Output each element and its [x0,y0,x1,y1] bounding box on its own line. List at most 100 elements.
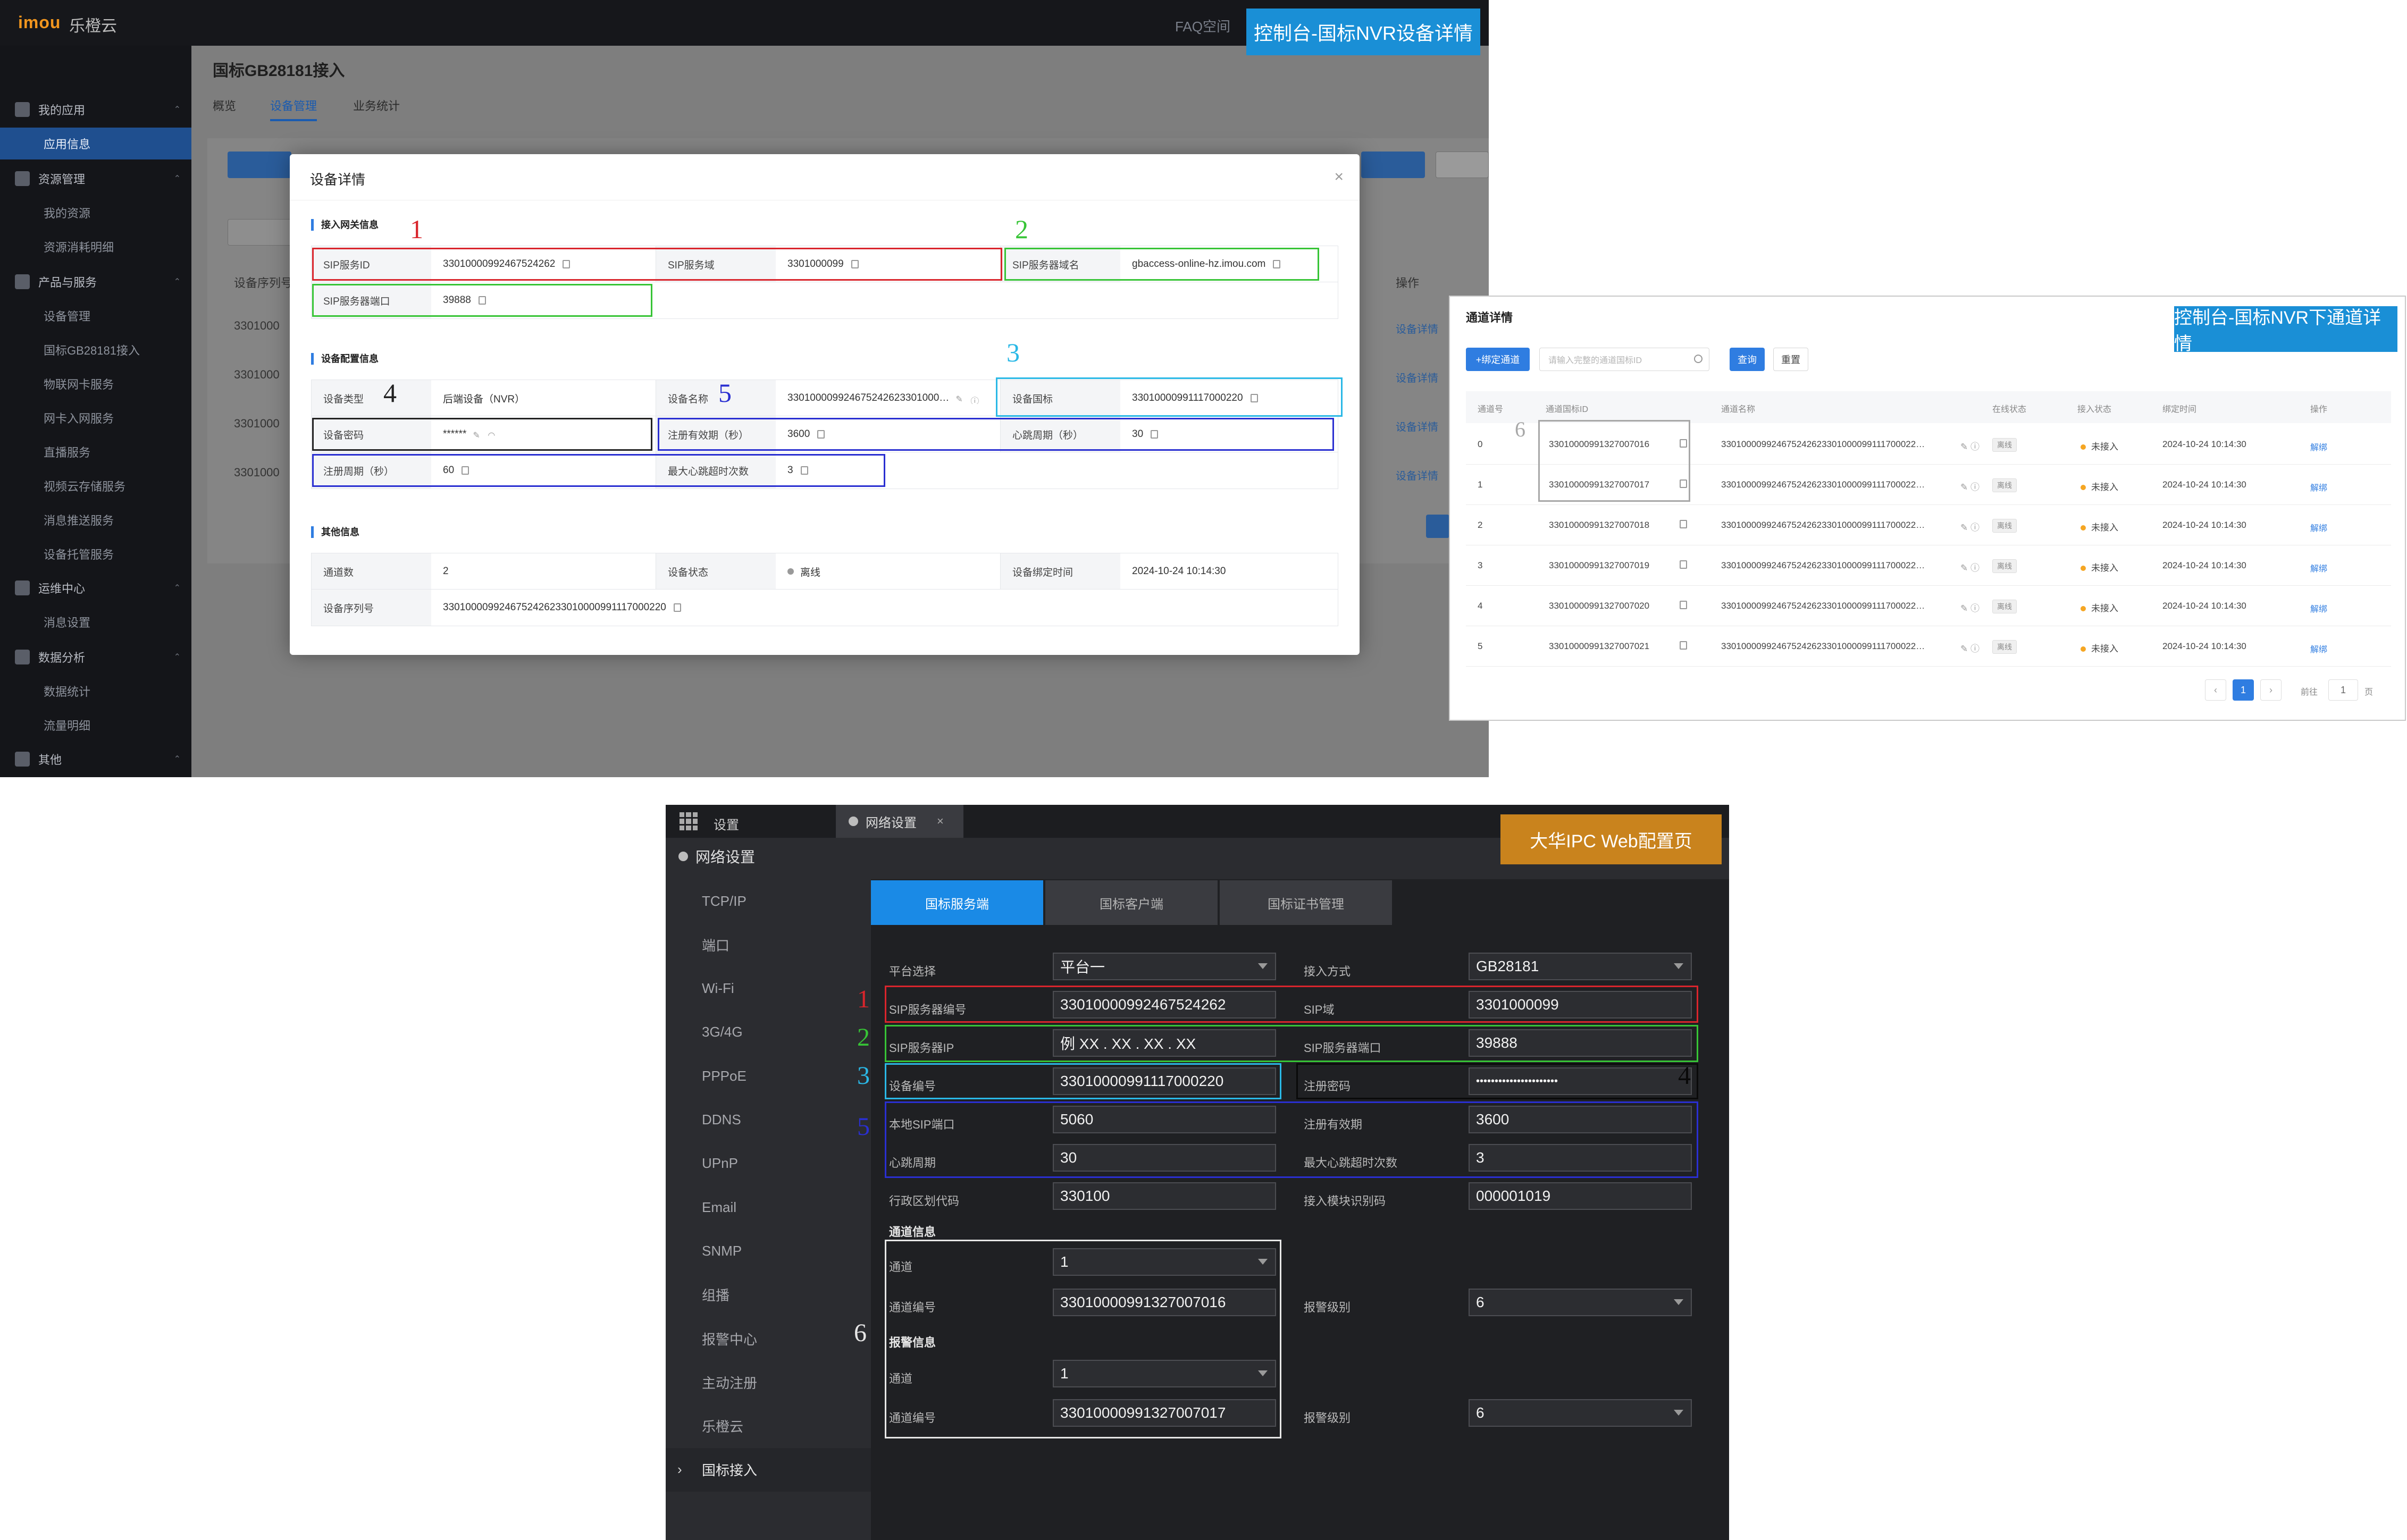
sidebar-group[interactable]: 运维中心 ⌃ [0,572,191,604]
nav-item[interactable]: 3G/4G [666,1011,871,1054]
access-mode-select[interactable]: GB28181 [1469,953,1692,980]
sidebar-item[interactable]: 数据统计 [0,675,191,707]
tab-gb-client[interactable]: 国标客户端 [1045,880,1219,925]
copy-icon[interactable] [1680,520,1687,528]
nav-item[interactable]: Wi-Fi [666,967,871,1011]
nav-item[interactable]: PPPoE [666,1054,871,1098]
device-detail-link[interactable]: 设备详情 [1396,324,1438,335]
copy-icon[interactable] [563,260,571,268]
platform-select[interactable]: 平台一 [1053,953,1276,980]
local-sip-port-input[interactable]: 5060 [1053,1106,1276,1133]
nav-item[interactable]: DDNS [666,1098,871,1142]
tab-settings[interactable]: 设置 [714,818,739,832]
tab-overview[interactable]: 概览 [213,99,237,113]
device-id-input[interactable]: 33010000991117000220 [1053,1067,1276,1095]
sidebar-group[interactable]: 其他 ⌃ [0,743,191,775]
sidebar-item[interactable]: 设备管理 [0,300,191,332]
sidebar-group[interactable]: 数据分析 ⌃ [0,641,191,673]
pagination-page[interactable] [1426,515,1449,538]
nav-item[interactable]: UPnP [666,1142,871,1185]
sip-server-id-input[interactable]: 33010000992467524262 [1053,991,1276,1019]
eye-icon[interactable]: ◠ [488,431,496,440]
add-device-button[interactable] [228,152,291,178]
copy-icon[interactable] [800,466,808,475]
edit-icon[interactable]: ✎ ⓘ [1960,603,1980,613]
tab-business-stats[interactable]: 业务统计 [353,99,400,113]
unbind-link[interactable]: 解绑 [2310,605,2328,614]
sidebar-item[interactable]: 消息设置 [0,606,191,638]
alarm-channel-level-select[interactable]: 6 [1469,1399,1692,1427]
copy-icon[interactable] [1273,260,1281,268]
copy-icon[interactable] [1680,601,1687,609]
bind-channel-button[interactable]: +绑定通道 [1466,348,1530,371]
edit-icon[interactable]: ✎ ⓘ [1960,442,1980,452]
page-number-button[interactable]: 1 [2233,679,2254,701]
query-button[interactable]: 查询 [1730,348,1765,371]
tab-gb-cert[interactable]: 国标证书管理 [1220,880,1393,925]
unbind-link[interactable]: 解绑 [2310,524,2328,533]
register-password-input[interactable]: •••••••••••••••••••••• [1469,1067,1692,1095]
unbind-link[interactable]: 解绑 [2310,443,2328,452]
sidebar-item[interactable]: 我的资源 [0,197,191,229]
apps-grid-icon[interactable] [680,812,698,830]
copy-icon[interactable] [851,260,859,268]
edit-icon[interactable]: ✎ ⓘ [1960,563,1980,573]
batch-bind-button[interactable] [1436,152,1489,178]
copy-icon[interactable] [1680,439,1687,448]
search-icon[interactable] [1694,355,1702,363]
sip-server-ip-input[interactable]: 例 XX . XX . XX . XX [1053,1029,1276,1057]
sip-server-port-input[interactable]: 39888 [1469,1029,1692,1057]
register-valid-input[interactable]: 3600 [1469,1106,1692,1133]
sidebar-item[interactable]: 资源消耗明细 [0,231,191,263]
heartbeat-input[interactable]: 30 [1053,1144,1276,1172]
unbind-link[interactable]: 解绑 [2310,645,2328,654]
tab-network-settings[interactable]: 网络设置 × [836,805,963,838]
sidebar-group[interactable]: 产品与服务 ⌃ [0,266,191,298]
sidebar-group[interactable]: 我的应用 ⌃ [0,94,191,125]
sidebar-item[interactable]: 流量明细 [0,709,191,741]
module-code-input[interactable]: 000001019 [1469,1182,1692,1210]
alarm-channel-select[interactable]: 1 [1053,1360,1276,1387]
sip-domain-input[interactable]: 3301000099 [1469,991,1692,1019]
heartbeat-max-input[interactable]: 3 [1469,1144,1692,1172]
edit-icon[interactable]: ✎ [955,395,963,404]
copy-icon[interactable] [817,430,825,439]
unbind-link[interactable]: 解绑 [2310,484,2328,493]
copy-icon[interactable] [1680,479,1687,488]
channel-search-input[interactable]: 请输入完整的通道国标ID [1539,348,1709,371]
search-input[interactable] [228,219,302,246]
nav-item[interactable]: 乐橙云 [666,1404,871,1448]
nav-item[interactable]: › 国标接入 [666,1448,871,1492]
sidebar-item[interactable]: 应用信息 [0,128,191,159]
info-icon[interactable]: ⓘ [970,397,979,404]
sidebar-item[interactable]: 直播服务 [0,436,191,468]
close-icon[interactable]: × [1334,168,1344,186]
faq-link[interactable]: FAQ空间 [1175,19,1231,35]
copy-icon[interactable] [673,603,681,612]
nav-item[interactable]: Email [666,1185,871,1229]
nav-item[interactable]: 报警中心 [666,1317,871,1360]
copy-icon[interactable] [478,296,486,305]
edit-icon[interactable]: ✎ ⓘ [1960,523,1980,533]
imou-logo[interactable]: imou [18,13,61,32]
channel-select[interactable]: 1 [1053,1248,1276,1276]
copy-icon[interactable] [1680,560,1687,569]
nav-item[interactable]: 组播 [666,1273,871,1317]
nav-item[interactable]: 主动注册 [666,1360,871,1404]
edit-icon[interactable]: ✎ ⓘ [1960,482,1980,492]
nav-item[interactable]: SNMP [666,1229,871,1273]
alarm-level-select[interactable]: 6 [1469,1289,1692,1316]
nav-item[interactable]: 端口 [666,923,871,966]
device-detail-link[interactable]: 设备详情 [1396,373,1438,384]
edit-icon[interactable]: ✎ ⓘ [1960,644,1980,654]
sidebar-item[interactable]: 视频云存储服务 [0,470,191,502]
prev-page-button[interactable]: ‹ [2205,679,2226,701]
edit-icon[interactable]: ✎ [473,431,480,440]
tab-gb-server[interactable]: 国标服务端 [871,880,1044,925]
copy-icon[interactable] [1250,394,1258,402]
sidebar-item[interactable]: 国标GB28181接入 [0,334,191,366]
copy-icon[interactable] [462,466,469,475]
copy-icon[interactable] [1151,430,1159,439]
close-icon[interactable]: × [937,814,944,828]
channel-id-input[interactable]: 33010000991327007016 [1053,1289,1276,1316]
